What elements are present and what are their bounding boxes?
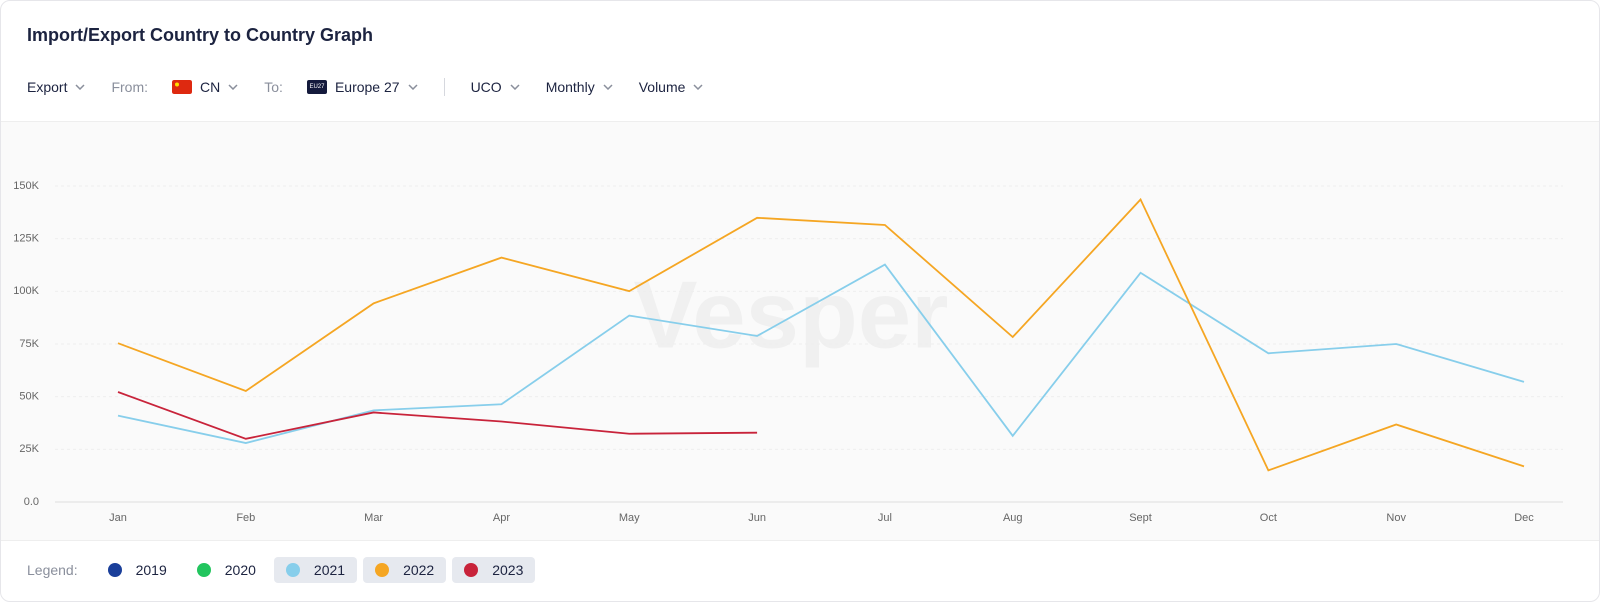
chevron — [603, 84, 613, 90]
x-tick-label: Jan — [109, 512, 127, 524]
product-dropdown[interactable]: UCO — [471, 79, 520, 95]
filter-bar: Export From: CN To: EU27 Europe 27 UCO Mo… — [27, 77, 729, 97]
y-tick-label: 50K — [19, 391, 39, 403]
legend-swatch — [107, 563, 122, 577]
y-tick-label: 125K — [13, 233, 39, 245]
legend-item[interactable]: 2019 — [96, 557, 179, 583]
legend-swatch — [285, 563, 300, 577]
x-tick-label: Nov — [1386, 512, 1406, 524]
x-tick-label: Apr — [493, 512, 510, 524]
chart: Vesper 0.0 25K 50K 75K 100K 125K 150K Jan Feb Mar… — [1, 121, 1599, 541]
from-label: From: — [111, 79, 149, 95]
legend-item[interactable]: 2022 — [363, 557, 447, 583]
dropdown-value: Export — [27, 79, 68, 95]
x-tick-label: Mar — [364, 512, 383, 524]
legend-text: 2019 — [135, 562, 167, 578]
legend-text: 2023 — [492, 562, 524, 578]
flag-cn — [172, 80, 193, 94]
legend-label: Legend: — [27, 562, 78, 578]
x-tick-label: Dec — [1514, 512, 1534, 524]
period-dropdown[interactable]: Monthly — [546, 79, 613, 95]
legend-text: 2022 — [403, 562, 435, 578]
measure-dropdown[interactable]: Volume — [639, 79, 704, 95]
chevron — [510, 84, 520, 90]
series-line — [117, 391, 758, 440]
from-dropdown[interactable]: CN — [172, 79, 238, 95]
dropdown-value: Volume — [638, 79, 686, 95]
x-tick-label: Jul — [878, 512, 892, 524]
eu-badge: EU27 — [306, 80, 327, 94]
separator — [443, 78, 445, 96]
to-label: To: — [264, 79, 283, 95]
series-line — [117, 197, 1525, 472]
x-tick-label: Aug — [1003, 512, 1023, 524]
y-tick-label: 75K — [19, 338, 39, 350]
dropdown-value: Monthly — [545, 79, 595, 95]
x-tick-label: May — [619, 512, 640, 524]
direction-dropdown[interactable]: Export — [27, 79, 85, 95]
chevron — [228, 84, 238, 90]
legend-swatch — [464, 563, 479, 577]
legend-text: 2021 — [313, 562, 346, 578]
legend-item[interactable]: 2023 — [452, 557, 536, 583]
legend-text: 2020 — [224, 562, 256, 578]
x-tick-label: Feb — [236, 512, 255, 524]
dropdown-value: Europe 27 — [334, 79, 400, 95]
to-dropdown[interactable]: EU27 Europe 27 — [306, 79, 418, 95]
chevron — [408, 84, 418, 90]
legend-item[interactable]: 2021 — [273, 557, 358, 583]
y-tick-label: 100K — [13, 285, 39, 297]
legend-swatch — [375, 563, 390, 577]
watermark: Vesper — [634, 261, 949, 368]
dropdown-value: UCO — [470, 79, 502, 95]
chevron — [693, 84, 703, 90]
y-tick-label: 0.0 — [24, 496, 39, 508]
x-tick-label: Sept — [1129, 512, 1152, 524]
card-title: Import/Export Country to Country Graph — [27, 25, 373, 45]
dropdown-value: CN — [200, 79, 221, 95]
legend: Legend: 2019 2020 2021 2022 2023 — [27, 557, 541, 583]
x-tick-label: Oct — [1260, 512, 1277, 524]
series-line — [117, 263, 1525, 444]
y-tick-label: 25K — [19, 443, 39, 455]
chevron — [75, 84, 85, 90]
x-tick-label: Jun — [748, 512, 766, 524]
legend-swatch — [196, 563, 211, 577]
legend-item[interactable]: 2020 — [185, 557, 268, 583]
y-tick-label: 150K — [13, 180, 39, 192]
